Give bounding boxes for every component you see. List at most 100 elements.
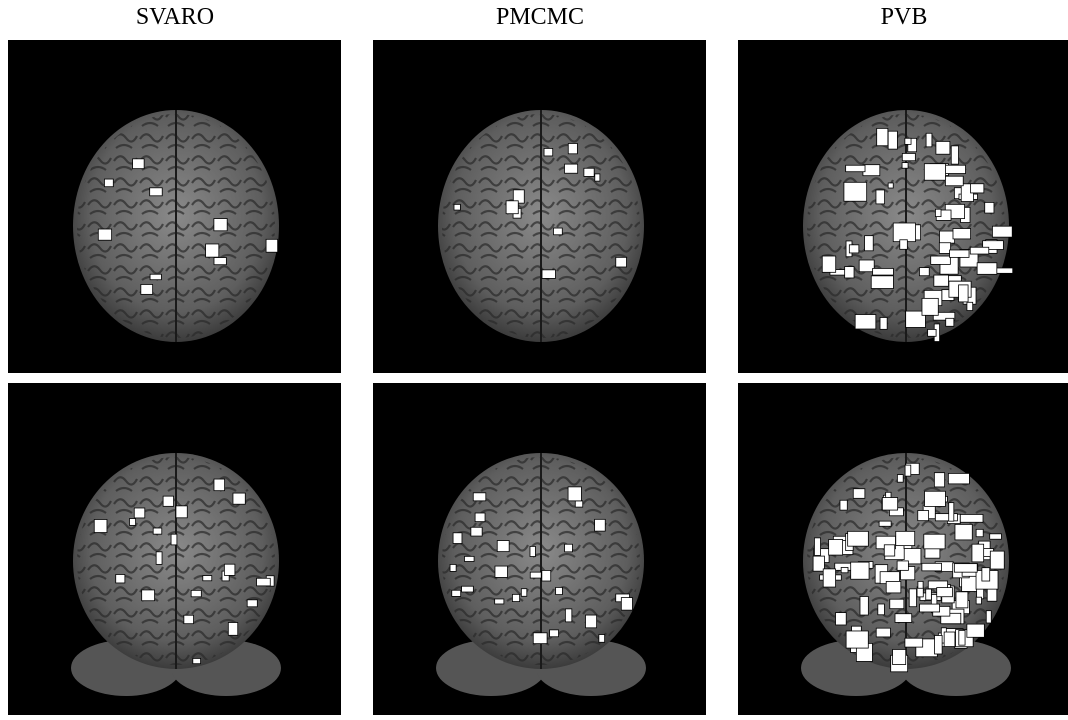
activation-patch <box>870 275 894 289</box>
activation-patch <box>567 143 578 155</box>
activation-patch <box>594 518 606 532</box>
activation-patch <box>205 243 220 258</box>
activation-patch <box>192 658 201 665</box>
activation-patch <box>959 514 984 523</box>
activation-patch <box>932 311 956 321</box>
activation-patch <box>133 507 146 519</box>
activation-patch <box>985 610 992 624</box>
activation-patch <box>543 148 554 157</box>
activation-patch <box>839 499 848 511</box>
activation-patch <box>901 162 909 169</box>
activation-patch <box>129 518 136 526</box>
activation-patch <box>190 589 202 598</box>
activation-patch <box>989 533 1002 540</box>
activation-patch <box>862 164 881 177</box>
activation-patch <box>876 127 889 147</box>
activation-patch <box>162 495 174 507</box>
activation-patch <box>835 612 847 626</box>
activation-patch <box>149 273 162 281</box>
activation-patch <box>925 588 932 601</box>
activation-patch <box>615 256 627 268</box>
activation-patch <box>555 587 563 595</box>
activation-patch <box>953 563 978 573</box>
activation-patch <box>933 472 946 488</box>
activation-patch <box>574 500 584 508</box>
activation-patch <box>246 599 258 608</box>
activation-patch <box>924 490 946 507</box>
activation-patch <box>541 269 556 279</box>
activation-patch <box>984 202 995 214</box>
activation-patch <box>901 153 916 162</box>
activation-patch <box>949 249 970 258</box>
activation-patch <box>223 563 236 576</box>
activation-patch <box>594 173 601 182</box>
column-title: PVB <box>881 4 928 30</box>
activation-patch <box>474 512 486 523</box>
activation-patch <box>496 540 510 553</box>
activation-patch <box>852 488 866 499</box>
activation-patch <box>966 623 985 638</box>
activation-patch <box>828 539 844 556</box>
activation-patch <box>505 200 519 215</box>
activation-patch <box>879 317 888 330</box>
activation-patch <box>878 520 892 527</box>
activation-patch <box>858 259 875 273</box>
activation-patch <box>892 649 907 665</box>
activation-patch <box>927 329 937 337</box>
activation-patch <box>896 560 909 571</box>
activation-patch <box>541 570 552 582</box>
activation-patch <box>453 203 461 211</box>
activation-patch <box>265 238 279 253</box>
activation-patch <box>822 568 836 588</box>
activation-patch <box>945 175 964 187</box>
activation-patch <box>975 596 982 605</box>
activation-patch <box>598 634 606 643</box>
brain-panel <box>373 383 706 716</box>
brain-panel <box>8 40 341 373</box>
activation-patch <box>567 486 582 502</box>
activation-patch <box>520 588 528 597</box>
activation-patch <box>155 551 163 565</box>
activation-patch <box>532 632 548 645</box>
activation-patch <box>864 235 874 252</box>
activation-patch <box>449 564 457 572</box>
activation-patch <box>946 275 962 282</box>
activation-patch <box>585 614 598 629</box>
activation-patch <box>904 464 912 477</box>
activation-patch <box>464 555 475 562</box>
activation-patch <box>848 244 860 254</box>
activation-patch <box>814 537 821 556</box>
brain-panel <box>738 40 1068 373</box>
activation-patch <box>948 502 955 522</box>
activation-patch <box>821 255 837 273</box>
activation-patch <box>132 158 145 170</box>
activation-patch <box>934 635 943 655</box>
activation-patch <box>971 543 985 563</box>
activation-patch <box>925 132 933 148</box>
activation-patch <box>917 580 924 589</box>
activation-patch <box>892 222 916 243</box>
activation-patch <box>947 473 970 485</box>
activation-patch <box>904 637 924 648</box>
activation-patch <box>494 565 508 578</box>
activation-patch <box>213 257 227 266</box>
activation-patch <box>934 513 958 522</box>
activation-patch <box>935 208 942 218</box>
activation-patch <box>907 137 917 153</box>
activation-patch <box>981 567 991 582</box>
activation-patch <box>917 510 929 522</box>
activation-patch <box>883 544 896 557</box>
activation-patch <box>451 589 462 597</box>
activation-patch <box>812 555 825 572</box>
activation-patch <box>954 523 973 541</box>
activation-patch <box>992 225 1013 238</box>
activation-patch <box>935 141 951 155</box>
activation-patch <box>620 597 633 611</box>
brain-panel <box>738 383 1068 716</box>
activation-patch <box>887 130 898 150</box>
activation-patch <box>950 145 959 165</box>
activation-patch <box>887 182 894 189</box>
activation-patch <box>512 593 521 602</box>
activation-patch <box>943 631 956 647</box>
